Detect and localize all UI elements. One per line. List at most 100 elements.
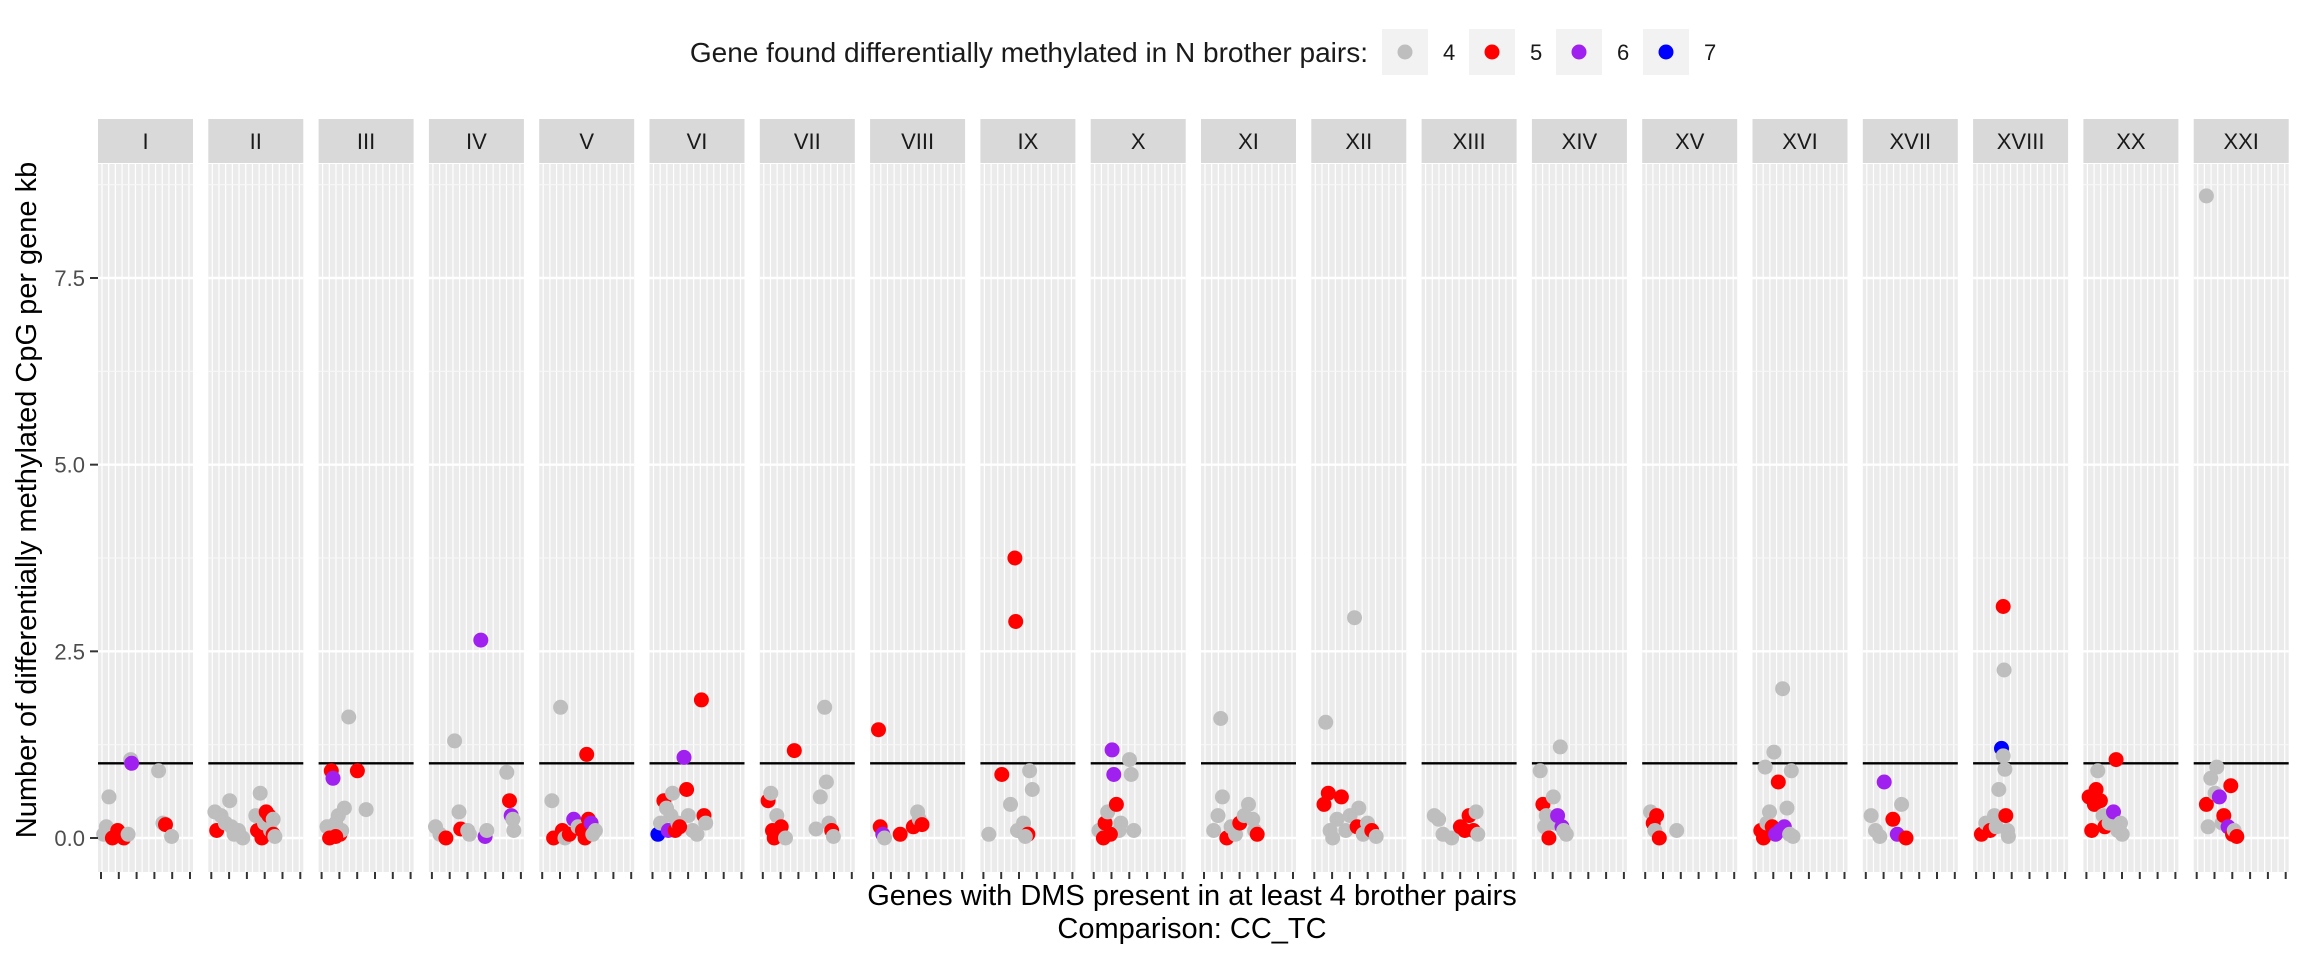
facet-panel: XVI — [1752, 119, 1848, 879]
facet-panel: IV — [428, 119, 524, 879]
facet-strip — [2083, 119, 2179, 163]
facet-panel: XV — [1642, 119, 1738, 879]
data-point — [1122, 752, 1137, 768]
facet-label: XX — [2116, 129, 2146, 154]
facet-label: I — [142, 129, 148, 154]
data-point — [1468, 804, 1484, 820]
data-point — [1872, 829, 1888, 844]
data-point — [665, 785, 681, 801]
panel-background — [1531, 164, 1627, 872]
data-point — [892, 826, 908, 842]
data-point — [1338, 823, 1354, 838]
facet-label: XI — [1238, 129, 1259, 154]
facet-strip — [649, 119, 745, 163]
data-point — [502, 793, 517, 809]
legend-item: 4 — [1382, 29, 1455, 75]
data-point — [1783, 763, 1799, 779]
data-point — [1987, 808, 2002, 824]
data-point — [1123, 767, 1139, 782]
data-point — [1775, 681, 1791, 697]
data-point — [252, 785, 268, 801]
data-point — [101, 789, 117, 805]
facet-strip — [1201, 119, 1296, 163]
chart-subtitle: Comparison: CC_TC — [1057, 913, 1326, 945]
facet-panels: I II III IV V VI VII VIII IX X XI XII XIII XIV XV XVI XV… — [96, 119, 2289, 879]
facet-panel: XVII — [1862, 119, 1958, 879]
legend-key-point — [1658, 44, 1674, 60]
data-point — [2090, 763, 2106, 779]
data-point — [151, 763, 167, 779]
panel-background — [870, 164, 966, 872]
data-point — [1470, 826, 1486, 842]
data-point — [328, 829, 344, 844]
data-point — [349, 763, 365, 779]
facet-strip — [1311, 119, 1407, 163]
data-point — [1108, 796, 1124, 812]
data-point — [818, 774, 834, 790]
facet-strip — [318, 119, 414, 163]
data-point — [1320, 785, 1336, 801]
data-point — [1003, 796, 1018, 812]
facet-label: VIII — [901, 129, 934, 154]
data-point — [2211, 789, 2227, 805]
data-point — [265, 811, 281, 827]
facet-panel: XIV — [1531, 119, 1627, 879]
data-point — [2084, 823, 2100, 838]
facet-panel: XXI — [2193, 119, 2289, 879]
panel-background — [649, 164, 745, 872]
panel-background — [1201, 164, 1296, 872]
data-point — [1995, 599, 2011, 614]
data-point — [1766, 744, 1782, 760]
facet-label: XXI — [2223, 129, 2258, 154]
data-point — [2092, 793, 2108, 809]
facet-panel: X — [1090, 119, 1186, 879]
legend-key-point — [1397, 44, 1413, 60]
data-point — [676, 749, 692, 765]
data-point — [994, 767, 1010, 782]
facet-panel: V — [539, 119, 635, 879]
data-point — [1431, 811, 1447, 827]
data-point — [1102, 826, 1118, 842]
data-point — [499, 764, 515, 780]
data-point — [447, 733, 463, 749]
data-point — [1017, 829, 1033, 844]
data-point — [1318, 714, 1334, 730]
data-point — [698, 815, 714, 831]
facet-strip — [870, 119, 966, 163]
facet-panel: XII — [1311, 119, 1407, 879]
facet-strip — [1531, 119, 1627, 163]
panel-background — [1642, 164, 1738, 872]
data-point — [1325, 830, 1341, 846]
data-point — [1126, 823, 1142, 838]
data-point — [1444, 830, 1460, 846]
facet-strip — [1090, 119, 1186, 163]
data-point — [1368, 829, 1384, 844]
data-point — [1762, 804, 1777, 820]
facet-panel: IX — [980, 119, 1076, 879]
data-point — [1757, 759, 1773, 775]
legend-label: 5 — [1530, 40, 1542, 65]
data-point — [479, 823, 495, 838]
data-point — [438, 830, 454, 846]
data-point — [505, 811, 521, 827]
data-point — [341, 709, 357, 725]
data-point — [1104, 742, 1120, 758]
legend-item: 7 — [1643, 29, 1716, 75]
panel-background — [1090, 164, 1186, 872]
data-point — [358, 802, 374, 818]
data-point — [544, 793, 560, 809]
facet-strip — [98, 119, 193, 163]
data-point — [1097, 815, 1113, 831]
data-point — [336, 800, 352, 816]
data-point — [1249, 826, 1265, 842]
panel-background — [1862, 164, 1958, 872]
data-point — [812, 789, 828, 805]
facet-panel: VIII — [870, 119, 966, 879]
data-point — [2209, 759, 2225, 775]
data-point — [1876, 774, 1892, 790]
y-tick-label: 5.0 — [54, 453, 85, 478]
facet-panel: XIII — [1421, 119, 1517, 879]
data-point — [1245, 811, 1261, 827]
facet-label: XII — [1345, 129, 1372, 154]
